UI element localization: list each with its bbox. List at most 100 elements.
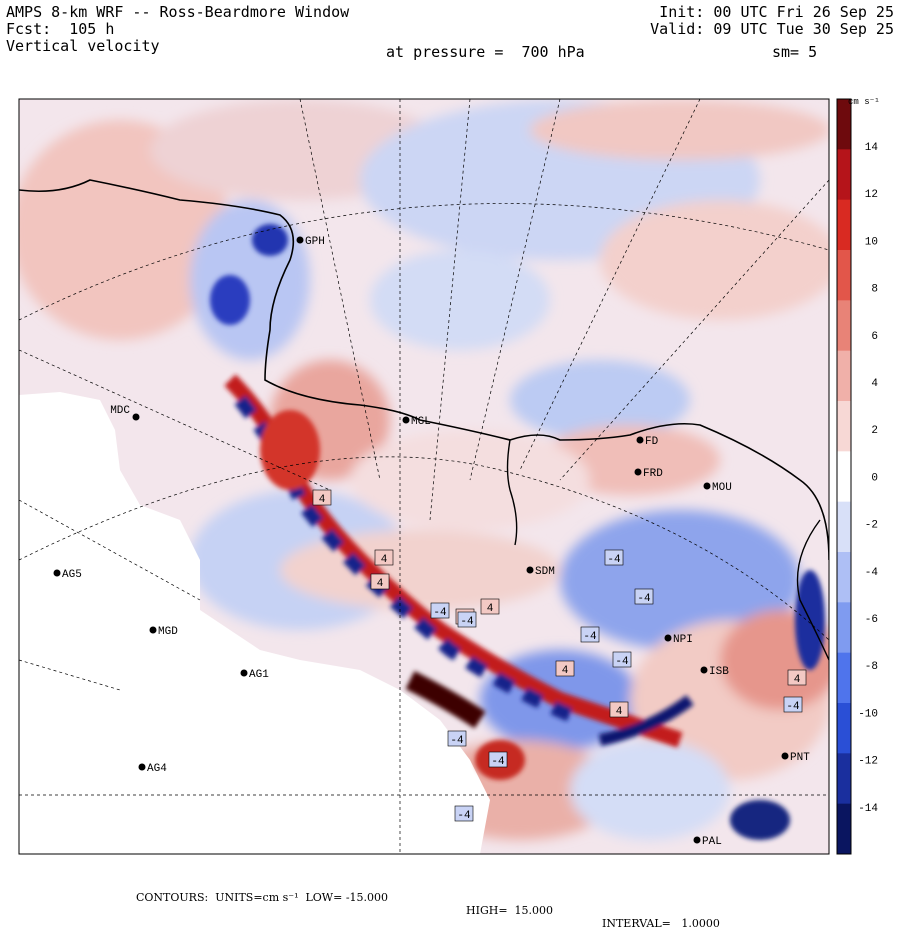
valid-time: Valid: 09 UTC Tue 30 Sep 25: [650, 20, 894, 38]
contour-label-box: [312, 489, 332, 506]
contour-label: -4: [457, 810, 471, 822]
footer-interval: INTERVAL= 1.0000: [602, 917, 720, 930]
station-label: MGL: [411, 416, 431, 428]
station-label: FRD: [643, 468, 663, 480]
graticule: [19, 99, 829, 854]
contour-label: -4: [491, 756, 505, 768]
colorbar-swatch: [837, 602, 851, 654]
forecast-hour: Fcst: 105 h: [6, 20, 115, 38]
station-marker: [240, 669, 248, 677]
contour-labels-layer: 444-4-4-4-44-44-44-4-44-44-4: [312, 489, 807, 822]
coastline-east: [796, 519, 829, 661]
contour-label: -4: [433, 607, 447, 619]
station-marker: [634, 468, 642, 476]
colorbar-tick-label: 10: [865, 236, 878, 248]
station-label: MGD: [158, 626, 178, 638]
colorbar-swatch: [837, 552, 851, 603]
colorbar-swatch: [837, 803, 851, 855]
contour-label: -4: [460, 616, 474, 628]
colorbar-swatch: [837, 300, 851, 352]
contour-label-box: [430, 602, 450, 619]
colorbar-tick-label: 4: [871, 378, 878, 390]
station-label: GPH: [305, 236, 325, 248]
contour-label-box: [609, 701, 629, 718]
colorbar-tick-label: -10: [858, 708, 878, 720]
colorbar-tick-label: 6: [871, 331, 878, 343]
map-figure: GPH MDC MGL FD FRD MOU SDM AG5 MGD AG1 AG4 NPI ISB PN…: [18, 97, 880, 855]
contour-label: -4: [607, 554, 621, 566]
station-marker: [149, 626, 157, 634]
colorbar-tick-label: 2: [871, 425, 878, 437]
footer-high: HIGH= 15.000: [466, 904, 554, 917]
colorbar-swatch: [837, 99, 851, 150]
colorbar-tick-label: 8: [871, 284, 878, 296]
station-label: FD: [645, 436, 659, 448]
contour-label-box: [787, 669, 807, 686]
colorbar-swatch: [837, 350, 851, 402]
colorbar-swatch: [837, 250, 851, 301]
colorbar-tick-label: -4: [865, 567, 879, 579]
station-label: MDC: [110, 405, 130, 417]
colorbar-tick-label: -12: [858, 756, 878, 768]
pressure-level: at pressure = 700 hPa: [386, 43, 585, 61]
station-marker: [138, 763, 146, 771]
contour-label: 4: [487, 603, 494, 615]
colorbar-tick-label: 0: [871, 472, 878, 484]
station-marker: [636, 436, 644, 444]
ice-shelf-region: [19, 392, 490, 854]
colorbar-tick-label: 14: [865, 142, 879, 154]
contour-label-box: [480, 598, 500, 615]
velocity-field: [19, 100, 829, 840]
station-label: AG5: [62, 569, 82, 581]
station-marker: [53, 569, 61, 577]
contour-label: 4: [794, 674, 801, 686]
colorbar-tick-label: -14: [858, 803, 878, 815]
station-marker: [296, 236, 304, 244]
plot-frame: [18, 98, 830, 855]
station-label: SDM: [535, 566, 555, 578]
contour-label: -4: [583, 631, 597, 643]
contour-label: -4: [615, 656, 629, 668]
colorbar-tick-label: -2: [865, 520, 878, 532]
contour-label: -4: [786, 701, 800, 713]
station-label: MOU: [712, 482, 732, 494]
contour-label-box: [370, 573, 390, 590]
plot-area: [19, 99, 829, 854]
colorbar-swatch: [837, 703, 851, 754]
contour-label-box: [634, 588, 654, 605]
contour-label-box: [604, 549, 624, 566]
station-marker: [526, 566, 534, 574]
header-right: Init: 00 UTC Fri 26 Sep 25 Valid: 09 UTC…: [650, 4, 894, 38]
colorbar-frame: [836, 98, 852, 855]
colorbar: 14 12 10 8 6 4 2 0 -2 -4 -6 -8 -10 -12 -14: [836, 98, 879, 855]
colorbar-tick-label: -8: [865, 661, 878, 673]
contour-label: 4: [616, 706, 623, 718]
station-marker: [693, 836, 701, 844]
contour-label: 4: [377, 578, 384, 590]
station-marker: [781, 752, 789, 760]
map-title: AMPS 8-km WRF -- Ross-Beardmore Window: [6, 3, 350, 21]
grounding-line: [506, 439, 518, 546]
smoothing-value: sm= 5: [772, 43, 818, 61]
header-left: AMPS 8-km WRF -- Ross-Beardmore Window F…: [6, 4, 349, 55]
init-time: Init: 00 UTC Fri 26 Sep 25: [659, 3, 894, 21]
station-marker: [402, 416, 410, 424]
station-label: NPI: [673, 634, 693, 646]
coastline: [19, 179, 829, 561]
colorbar-tick-label: 12: [865, 189, 878, 201]
station-marker: [703, 482, 711, 490]
colorbar-swatch: [837, 451, 851, 503]
mountain-wave-features: [210, 224, 825, 840]
station-label: PAL: [702, 836, 722, 848]
colorbar-units: cm s⁻¹: [848, 97, 880, 107]
footer-contours: CONTOURS: UNITS=cm s⁻¹ LOW= -15.000: [136, 891, 389, 904]
field-name: Vertical velocity: [6, 37, 160, 55]
contour-label-box: [580, 626, 600, 643]
colorbar-swatch: [837, 199, 851, 251]
colorbar-swatch: [837, 401, 851, 452]
contour-label-box: [783, 696, 803, 713]
contour-label-box: [555, 660, 575, 677]
contour-label: 4: [562, 665, 569, 677]
contour-label: 4: [319, 494, 326, 506]
contour-label-box: [457, 611, 477, 628]
